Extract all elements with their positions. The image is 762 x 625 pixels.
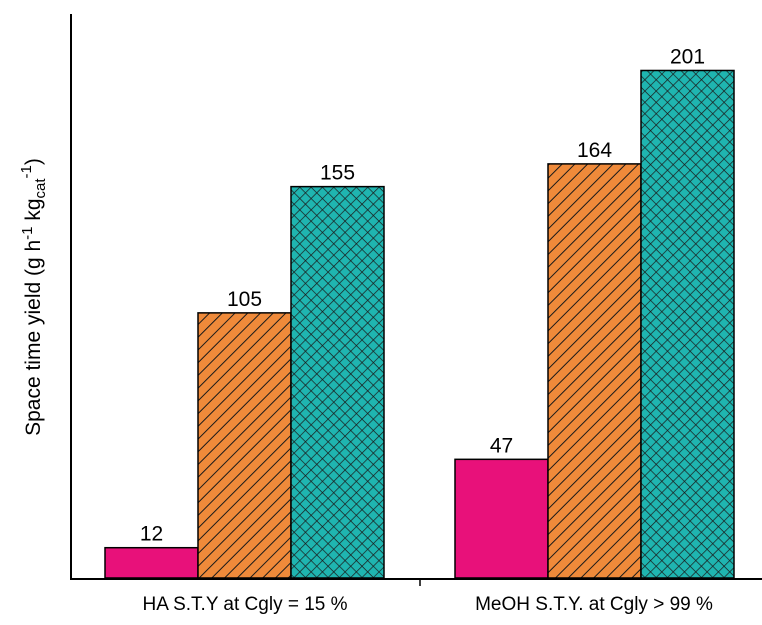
value-label-0-2: 155 [320,162,355,185]
bar-0-0 [104,546,199,579]
bar-1-2 [640,69,735,579]
value-label-1-1: 164 [577,139,612,162]
y-axis-label-sup2: -1 [18,165,35,178]
y-axis-label-main: Space time yield (g h [22,240,45,436]
value-labels-group: 12 105 155 47 164 201 [140,45,705,545]
value-label-1-2: 201 [670,45,705,68]
y-axis-label: Space time yield (g h-1 kgcat-1) [18,158,49,436]
y-axis-label-mid: kg [22,198,45,226]
bar-0-1 [197,312,292,579]
y-axis-label-sub: cat [32,178,49,199]
value-label-0-0: 12 [140,523,163,546]
bar-0-2 [290,185,385,579]
x-tick-label-0: HA S.T.Y at Cgly = 15 % [142,594,347,615]
value-label-0-1: 105 [227,288,262,311]
y-axis-label-sup1: -1 [19,226,36,239]
x-tick-label-1: MeOH S.T.Y. at Cgly > 99 % [475,594,713,615]
value-label-1-0: 47 [490,434,513,457]
bars-group [104,69,735,579]
y-axis-label-end: ) [22,158,45,165]
bar-1-0 [454,458,549,579]
bar-1-1 [547,163,642,579]
